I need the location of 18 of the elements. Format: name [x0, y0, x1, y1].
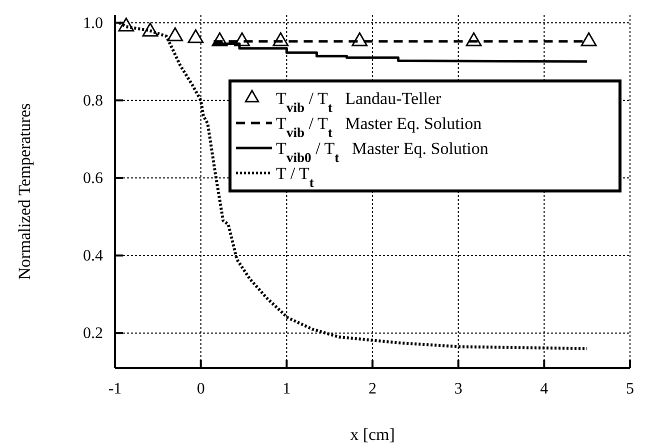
legend-label: T$_{vib}$ / T$_{t}$ Master Eq. Solution [276, 114, 482, 140]
x-tick-label: 5 [626, 380, 634, 398]
x-tick-label: 1 [282, 380, 291, 398]
x-tick-label: 4 [540, 380, 548, 398]
y-tick-label: 0.6 [83, 170, 103, 188]
x-tick-label: -1 [108, 380, 122, 398]
legend-label: T / T$_{t}$ [276, 164, 314, 190]
y-axis-title: Normalized Temperatures [15, 103, 34, 280]
x-tick-label: 2 [368, 380, 376, 398]
x-tick-label: 0 [196, 380, 205, 398]
y-tick-label: 0.4 [83, 248, 103, 265]
y-tick-label: 0.2 [83, 325, 103, 342]
x-tick-label: 3 [454, 380, 462, 398]
y-tick-label: 1.0 [83, 14, 103, 32]
legend-label: T$_{vib0}$ / T$_{t}$ Master Eq. Solution [276, 138, 489, 164]
x-axis-title: x [cm] [350, 425, 395, 444]
y-tick-label: 0.8 [83, 92, 103, 110]
legend-label: T$_{vib}$ / T$_{t}$ Landau-Teller [276, 88, 442, 114]
